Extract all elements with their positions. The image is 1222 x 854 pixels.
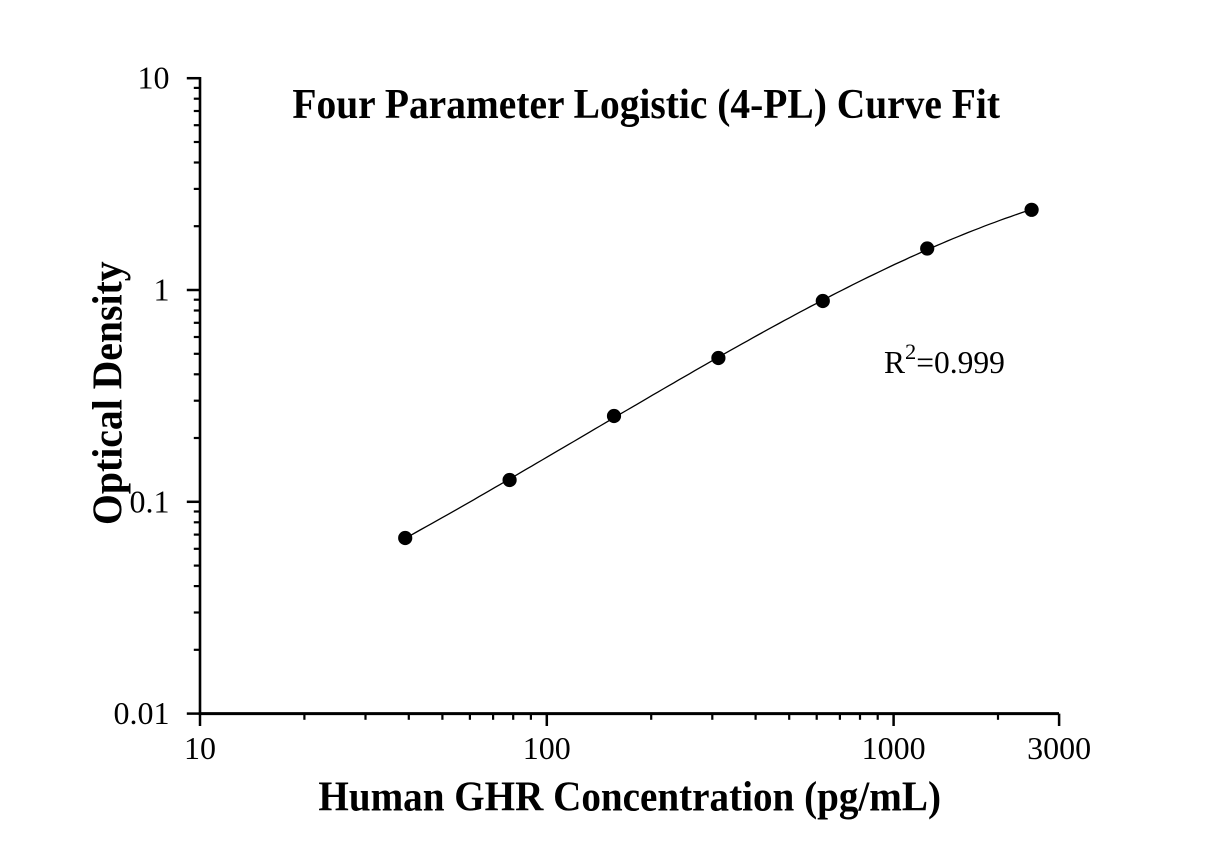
- svg-text:R2=0.999: R2=0.999: [884, 339, 1005, 380]
- svg-text:0.01: 0.01: [114, 695, 170, 731]
- svg-text:1000: 1000: [862, 730, 926, 766]
- svg-text:Four Parameter Logistic (4-PL): Four Parameter Logistic (4-PL) Curve Fit: [292, 81, 1000, 128]
- svg-text:10: 10: [138, 60, 170, 96]
- svg-text:Optical Density: Optical Density: [84, 261, 131, 525]
- svg-text:1: 1: [154, 272, 170, 308]
- svg-text:0.1: 0.1: [130, 483, 170, 519]
- svg-text:10: 10: [184, 730, 216, 766]
- svg-text:100: 100: [523, 730, 571, 766]
- svg-text:Human GHR Concentration (pg/mL: Human GHR Concentration (pg/mL): [318, 774, 941, 821]
- svg-text:3000: 3000: [1027, 730, 1091, 766]
